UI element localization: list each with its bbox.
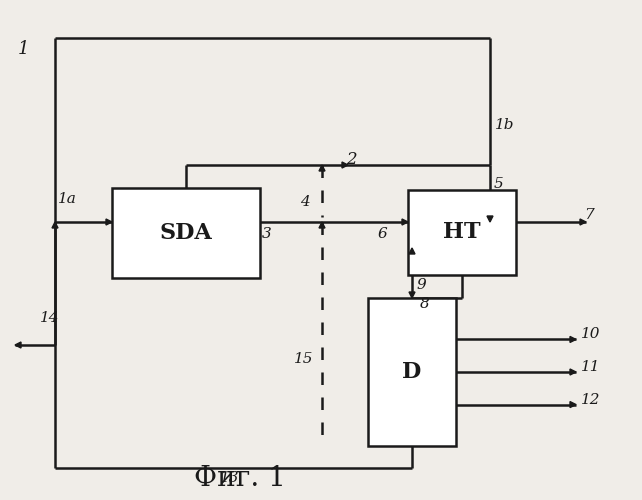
Polygon shape — [402, 219, 408, 225]
Text: 1b: 1b — [495, 118, 514, 132]
Polygon shape — [52, 222, 58, 228]
Polygon shape — [319, 165, 325, 171]
Polygon shape — [15, 342, 21, 348]
Polygon shape — [570, 336, 576, 342]
Text: 8: 8 — [420, 297, 429, 311]
Polygon shape — [106, 219, 112, 225]
Text: 7: 7 — [584, 208, 594, 222]
Text: 12: 12 — [581, 392, 600, 406]
Text: HT: HT — [443, 222, 481, 244]
Text: 13: 13 — [220, 471, 239, 485]
Text: 2: 2 — [346, 151, 356, 168]
Text: D: D — [403, 361, 422, 383]
Polygon shape — [487, 216, 493, 222]
Text: 5: 5 — [494, 177, 504, 191]
Text: 11: 11 — [581, 360, 600, 374]
Text: 3: 3 — [262, 227, 272, 241]
Text: SDA: SDA — [160, 222, 213, 244]
Text: 6: 6 — [378, 227, 388, 241]
Polygon shape — [409, 248, 415, 254]
Polygon shape — [570, 369, 576, 375]
Text: 1: 1 — [18, 40, 30, 58]
Text: 15: 15 — [294, 352, 313, 366]
Bar — [112, 188, 260, 278]
Polygon shape — [319, 222, 325, 228]
Polygon shape — [580, 219, 586, 225]
Text: 1a: 1a — [58, 192, 77, 206]
Bar — [408, 190, 516, 275]
Polygon shape — [342, 162, 348, 168]
Text: 9: 9 — [417, 278, 427, 292]
Text: Фиг. 1: Фиг. 1 — [194, 465, 286, 492]
Bar — [368, 298, 456, 446]
Polygon shape — [409, 292, 415, 298]
Text: 4: 4 — [300, 195, 309, 209]
Text: 10: 10 — [581, 328, 600, 342]
Text: 14: 14 — [40, 311, 60, 325]
Polygon shape — [570, 402, 576, 407]
